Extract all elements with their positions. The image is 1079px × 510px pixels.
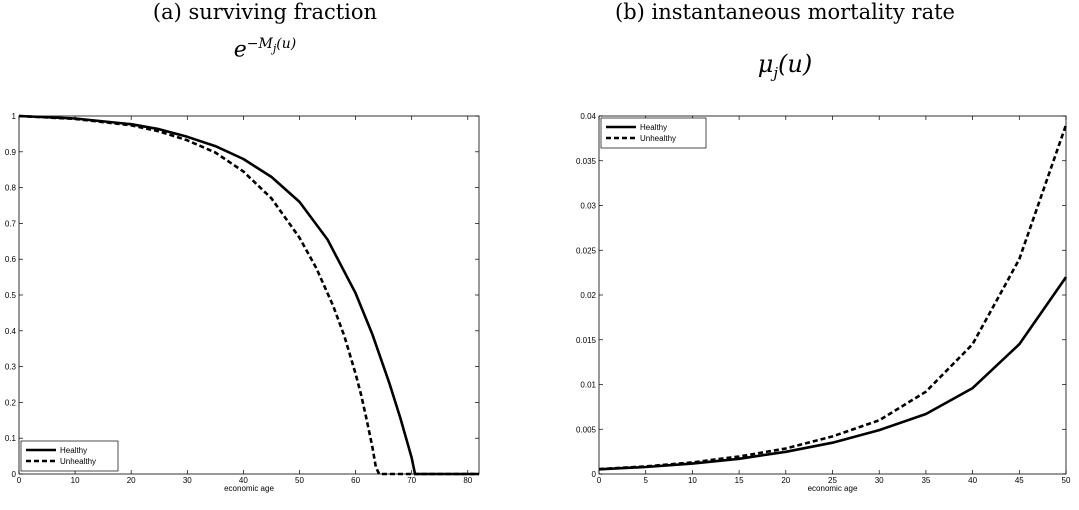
panel-a-title: (a) surviving fraction: [152, 0, 378, 24]
y-tick-label-a: 0: [12, 470, 17, 479]
y-tick-label-b: 0.02: [580, 291, 596, 300]
y-tick-label-a: 0.3: [5, 363, 17, 372]
x-tick-label-a: 50: [295, 476, 304, 485]
formula-b-arg: (u): [778, 50, 813, 78]
formula-b-base: μ: [757, 50, 774, 78]
y-tick-label-b: 0.005: [576, 425, 597, 434]
x-tick-label-a: 0: [17, 476, 22, 485]
x-tick-label-a: 70: [407, 476, 416, 485]
formula-b-sub: j: [773, 63, 779, 82]
y-tick-label-b: 0.04: [580, 112, 596, 121]
y-tick-label-b: 0.035: [576, 157, 597, 166]
y-tick-label-a: 0.9: [5, 148, 17, 157]
series-line-unhealthy-b: [598, 124, 1068, 471]
y-tick-label-b: 0.03: [580, 202, 596, 211]
x-tick-label-a: 20: [127, 476, 136, 485]
plot-area-b: [598, 115, 1067, 475]
plot-area-a: [18, 115, 480, 475]
chart-a: 0 10 20 30 40 50 60 70 80 0 0.1 0.2 0.3 0.4 0.5 0.6 0.7 0…: [5, 112, 480, 493]
formula-a-exponent: −Mj(u): [246, 36, 297, 55]
x-tick-label-b: 30: [875, 476, 884, 485]
y-tick-label-a: 0.4: [5, 327, 17, 336]
panel-b-title: (b) instantaneous mortality rate: [615, 0, 955, 24]
x-tick-label-a: 10: [71, 476, 80, 485]
y-tick-label-b: 0.01: [580, 381, 596, 390]
legend-box-b: [600, 117, 707, 149]
formula-a-exp-text: −M: [246, 36, 273, 52]
legend-b: Healthy Unhealthy: [600, 117, 707, 149]
y-tick-label-b: 0.015: [576, 336, 597, 345]
legend-box-a: [20, 440, 119, 472]
y-tick-label-b: 0.025: [576, 246, 597, 255]
y-tick-label-a: 0.1: [5, 434, 17, 443]
y-tick-label-a: 0.8: [5, 184, 17, 193]
x-tick-label-b: 15: [735, 476, 744, 485]
formula-a-base: e: [233, 37, 247, 63]
x-axis-label-a: economic age: [224, 484, 274, 493]
x-tick-label-a: 80: [463, 476, 472, 485]
chart-b: 0 5 10 15 20 25 30 35 40 45 50 0 0.005 0.01 0.015 0.02 0…: [576, 112, 1071, 493]
x-tick-label-b: 20: [781, 476, 790, 485]
y-tick-label-a: 0.7: [5, 219, 17, 228]
series-line-healthy-b: [598, 276, 1068, 471]
y-tick-label-b: 0: [592, 470, 597, 479]
y-tick-label-a: 0.5: [5, 291, 17, 300]
y-tick-label-a: 0.6: [5, 255, 17, 264]
x-tick-label-a: 60: [351, 476, 360, 485]
legend-a: Healthy Unhealthy: [20, 440, 119, 472]
x-tick-label-b: 10: [688, 476, 697, 485]
panel-b-formula: μj(u): [695, 50, 875, 82]
formula-a-arg: (u): [276, 36, 297, 52]
series-line-unhealthy-a: [18, 114, 479, 476]
legend-label-unhealthy-a: Unhealthy: [60, 457, 96, 466]
x-tick-label-b: 45: [1015, 476, 1024, 485]
y-tick-label-a: 1: [12, 112, 17, 121]
legend-label-healthy-a: Healthy: [60, 446, 87, 455]
x-tick-label-b: 0: [597, 476, 602, 485]
legend-label-healthy-b: Healthy: [640, 123, 667, 132]
x-tick-label-a: 40: [239, 476, 248, 485]
series-line-healthy-a: [18, 114, 479, 476]
formula-a-sub: j: [272, 41, 277, 55]
x-tick-label-b: 50: [1062, 476, 1071, 485]
x-tick-label-b: 25: [828, 476, 837, 485]
x-tick-label-b: 5: [643, 476, 648, 485]
x-tick-label-a: 30: [183, 476, 192, 485]
legend-label-unhealthy-b: Unhealthy: [640, 134, 676, 143]
x-tick-label-b: 35: [921, 476, 930, 485]
x-axis-label-b: economic age: [808, 484, 858, 493]
panel-a-formula: e−Mj(u): [175, 36, 355, 62]
x-tick-label-b: 40: [968, 476, 977, 485]
y-tick-label-a: 0.2: [5, 398, 17, 407]
